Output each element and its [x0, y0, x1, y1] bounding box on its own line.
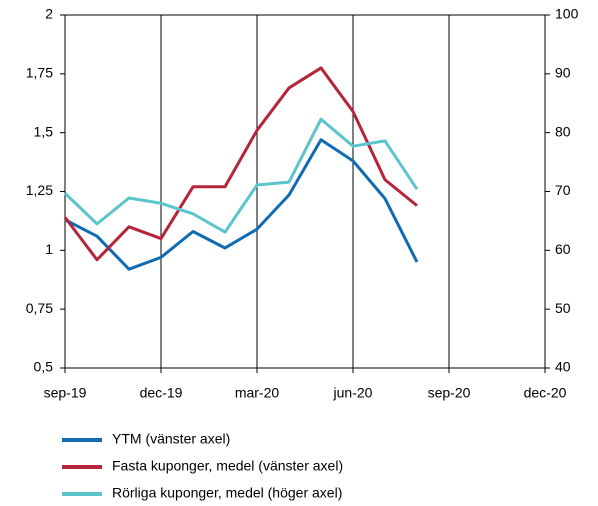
x-tick-label: sep-19: [44, 385, 87, 401]
y-tick-label: 1,5: [34, 123, 54, 139]
y-tick-label: 2: [45, 6, 53, 22]
series-line: [63, 117, 419, 234]
y2-tick-label: 70: [555, 182, 571, 198]
x-tick-label: dec-20: [524, 385, 567, 401]
y2-tick-label: 40: [555, 359, 571, 375]
y2-tick-label: 100: [555, 6, 579, 22]
legend-label: Rörliga kuponger, medel (höger axel): [112, 485, 342, 501]
y-tick-label: 1: [45, 241, 53, 257]
y2-tick-label: 80: [555, 123, 571, 139]
legend-label: YTM (vänster axel): [112, 431, 230, 447]
series-line: [63, 66, 418, 262]
series-line: [64, 138, 419, 271]
y-tick-label: 0,75: [26, 300, 53, 316]
x-tick-label: jun-20: [333, 385, 373, 401]
y-tick-label: 0,5: [34, 359, 54, 375]
y2-tick-label: 60: [555, 241, 571, 257]
y2-tick-label: 50: [555, 300, 571, 316]
x-tick-label: mar-20: [235, 385, 280, 401]
y-tick-label: 1,25: [26, 182, 53, 198]
y2-tick-label: 90: [555, 65, 571, 81]
legend-label: Fasta kuponger, medel (vänster axel): [112, 458, 343, 474]
plot-frame: [64, 14, 546, 369]
x-tick-label: dec-19: [140, 385, 183, 401]
y-tick-label: 1,75: [26, 65, 53, 81]
x-tick-label: sep-20: [428, 385, 471, 401]
